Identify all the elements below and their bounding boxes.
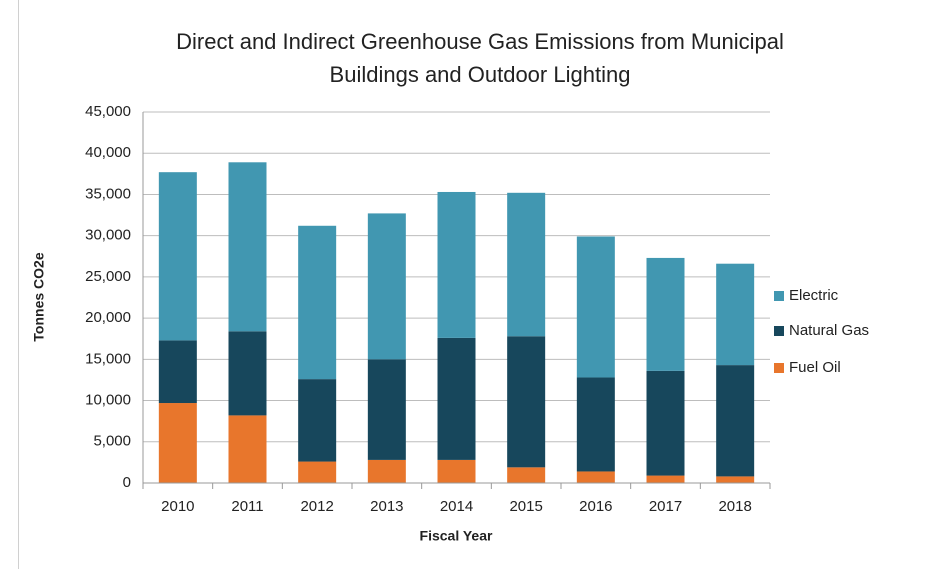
y-tick-label: 30,000: [85, 227, 131, 244]
x-tick-label: 2017: [649, 498, 682, 515]
legend-label: Natural Gas: [789, 322, 869, 339]
bar-segment: [298, 225, 337, 380]
bar-segment: [437, 459, 476, 483]
legend-swatch: [774, 363, 784, 373]
bar-segment: [576, 471, 615, 483]
bar-segment: [507, 192, 546, 337]
bar-segment: [576, 236, 615, 378]
x-tick-label: 2013: [370, 498, 403, 515]
y-tick-label: 15,000: [85, 350, 131, 367]
chart-title: Direct and Indirect Greenhouse Gas Emiss…: [176, 29, 784, 54]
bar-segment: [228, 162, 267, 332]
x-tick-label: 2011: [231, 498, 263, 515]
y-tick-label: 45,000: [85, 103, 131, 120]
legend-label: Fuel Oil: [789, 359, 841, 376]
bar-segment: [646, 370, 685, 476]
bar-segment: [158, 403, 197, 483]
legend-swatch: [774, 291, 784, 301]
bar-segment: [437, 191, 476, 338]
bar-segment: [576, 377, 615, 472]
x-tick-label: 2016: [579, 498, 612, 515]
bar-segment: [507, 336, 546, 468]
bar-segment: [646, 257, 685, 371]
bar-segment: [298, 461, 337, 483]
bar-segment: [158, 172, 197, 341]
bar-segment: [228, 331, 267, 416]
legend-swatch: [774, 326, 784, 336]
bar-segment: [437, 337, 476, 460]
bar-segment: [507, 467, 546, 483]
bar-segment: [716, 263, 755, 366]
y-tick-label: 10,000: [85, 392, 131, 409]
bar-segment: [367, 459, 406, 483]
bar-segment: [367, 359, 406, 460]
bar-segment: [716, 476, 755, 483]
x-axis-title: Fiscal Year: [420, 528, 493, 544]
bar-segment: [298, 379, 337, 462]
y-tick-label: 0: [123, 474, 131, 491]
x-tick-label: 2010: [161, 498, 194, 515]
y-tick-label: 5,000: [93, 433, 131, 450]
y-axis-title: Tonnes CO2e: [31, 252, 47, 341]
bar-segment: [716, 365, 755, 477]
y-tick-label: 40,000: [85, 144, 131, 161]
bar-segment: [228, 415, 267, 483]
y-tick-label: 20,000: [85, 309, 131, 326]
chart-title: Buildings and Outdoor Lighting: [330, 62, 631, 87]
x-tick-label: 2012: [300, 498, 333, 515]
y-tick-label: 35,000: [85, 185, 131, 202]
bar-segment: [158, 340, 197, 404]
bar-segment: [646, 475, 685, 483]
legend-label: Electric: [789, 287, 839, 304]
x-tick-label: 2014: [440, 498, 473, 515]
bar-segment: [367, 213, 406, 360]
x-tick-label: 2018: [718, 498, 751, 515]
x-tick-label: 2015: [509, 498, 542, 515]
y-tick-label: 25,000: [85, 268, 131, 285]
